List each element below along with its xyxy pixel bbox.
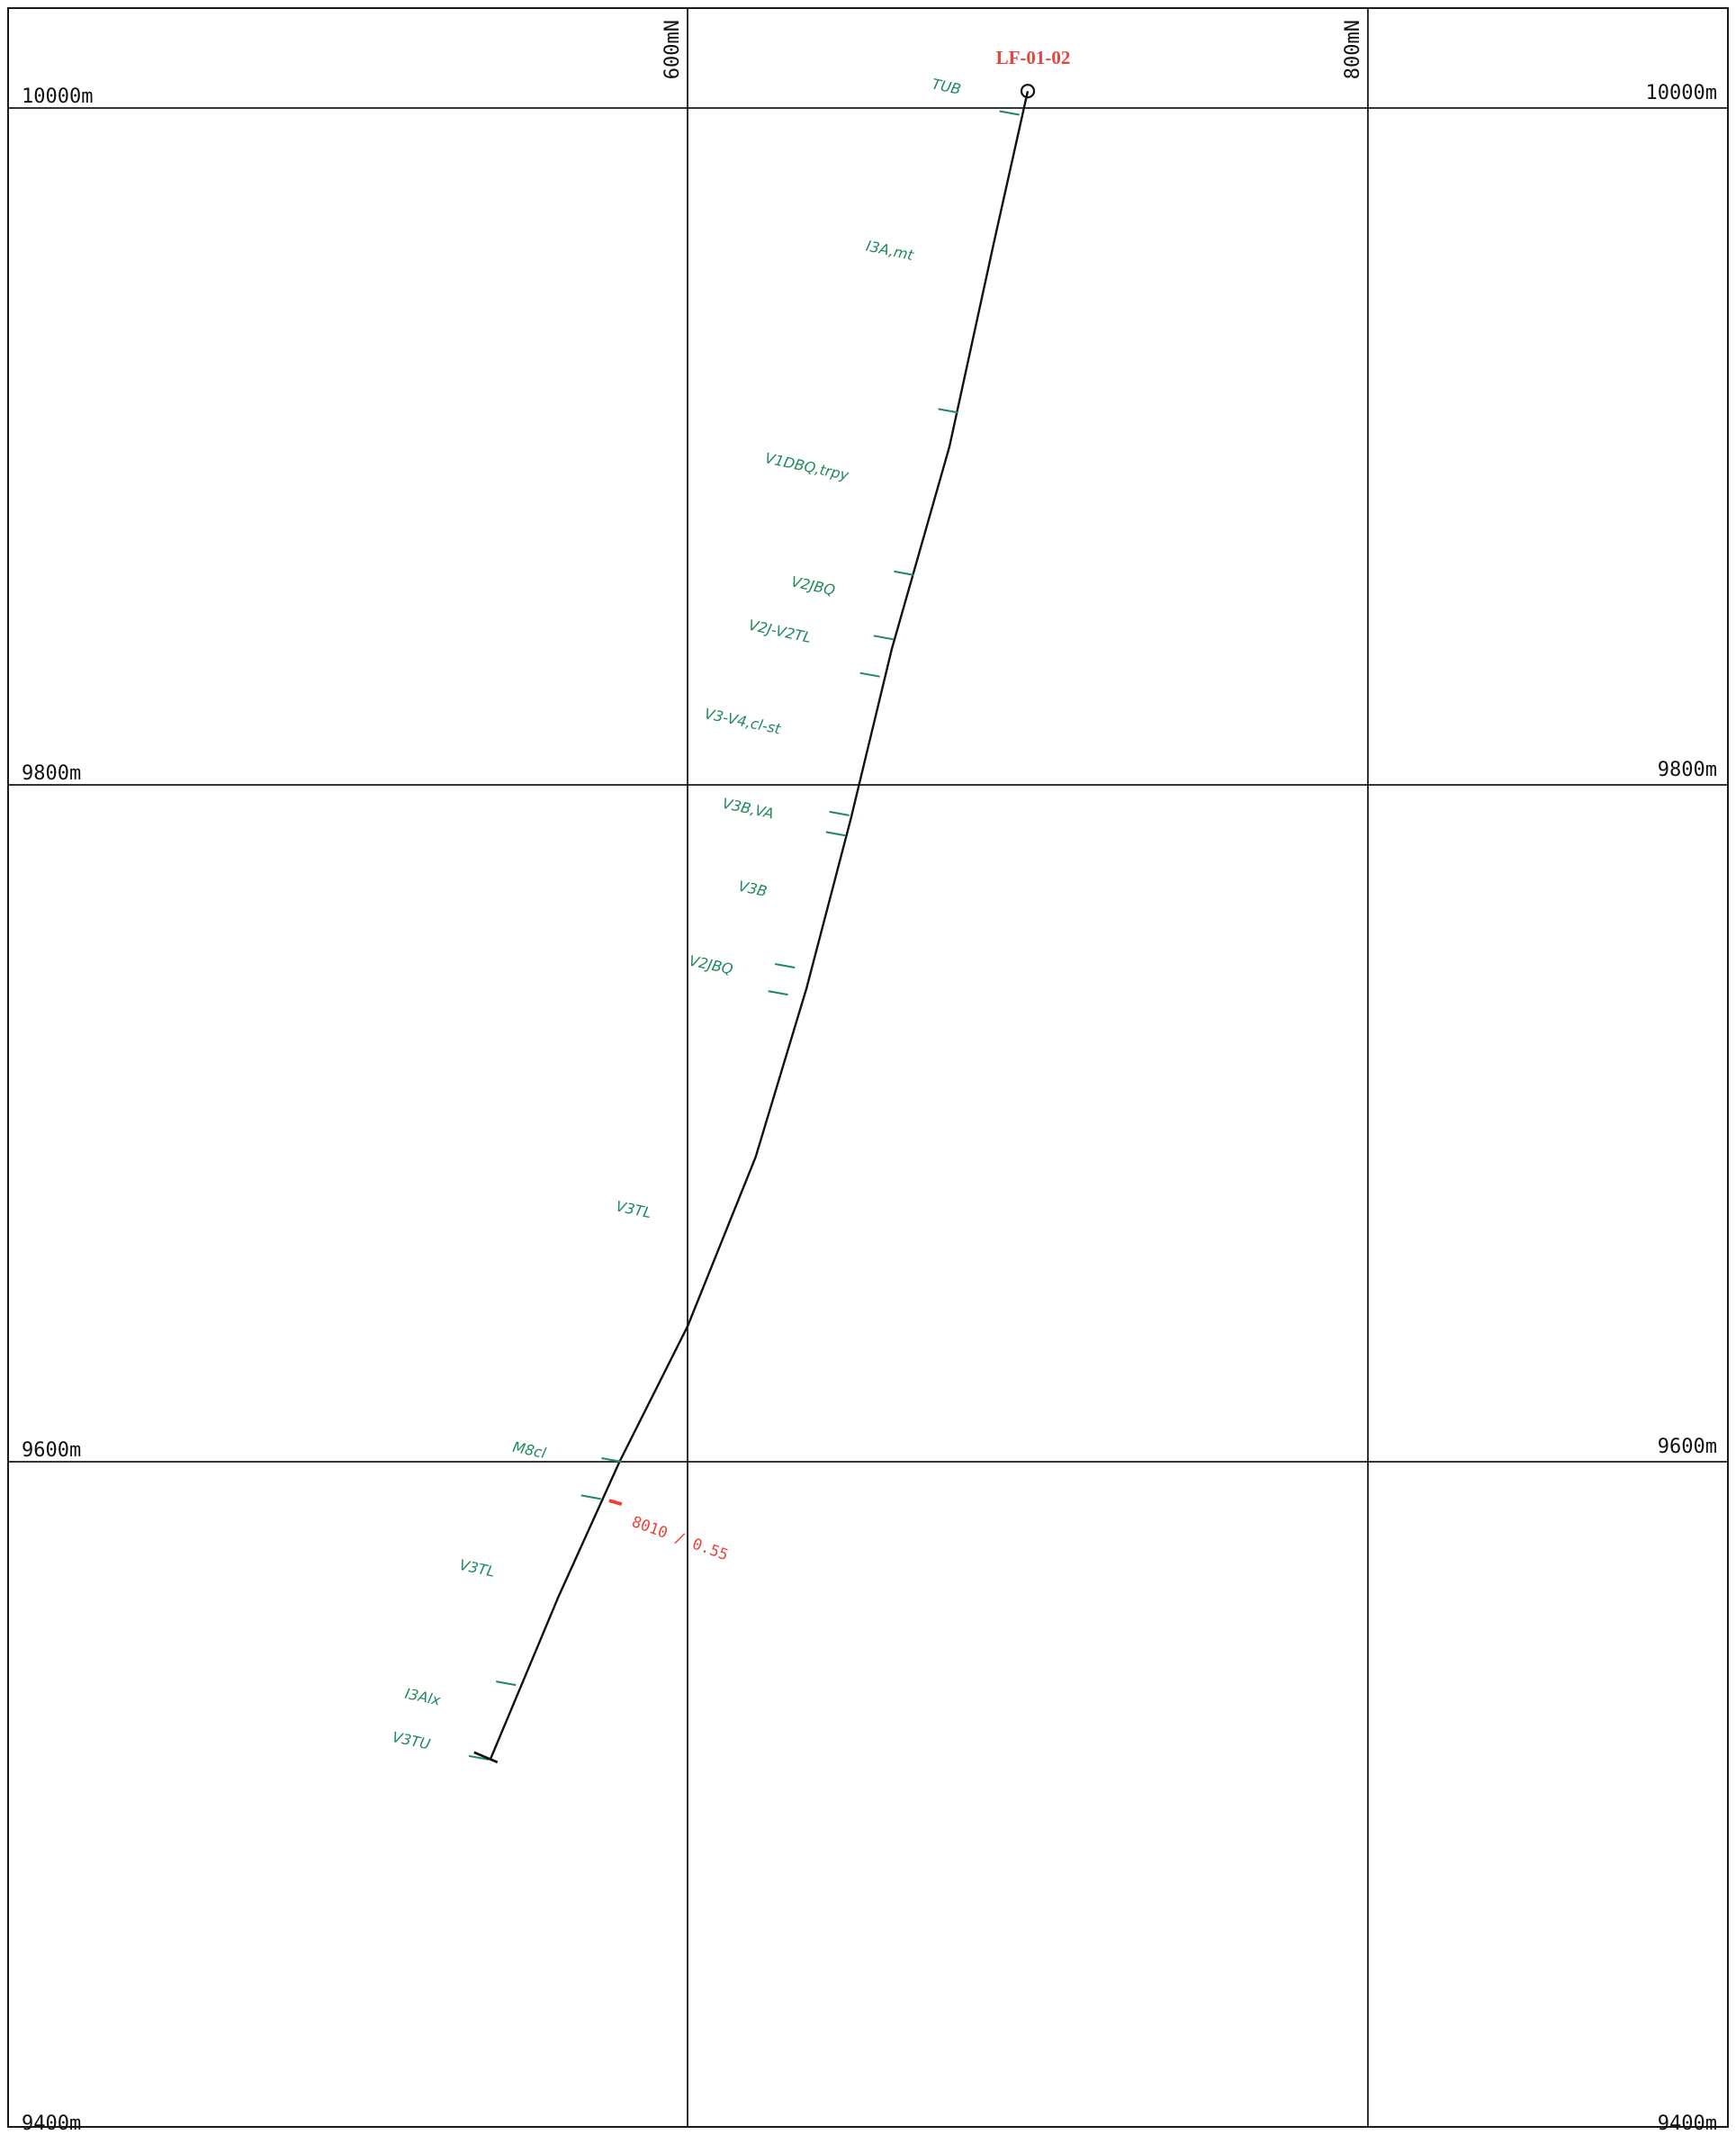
elevation-labels: 10000m 10000m 9800m 9800m 9600m 9600m 94… xyxy=(22,82,1717,2135)
assay-label: 8010 / 0.55 xyxy=(629,1513,731,1564)
lithology-label: V2J-V2TL xyxy=(747,617,813,646)
section-frame xyxy=(7,7,1729,2128)
lithology-label: I3Alx xyxy=(403,1685,442,1709)
contact-ticks xyxy=(468,110,1020,1761)
lithology-label: V3TU xyxy=(391,1728,432,1753)
contact-tick xyxy=(894,570,914,576)
elevation-label-left-9600: 9600m xyxy=(22,1439,81,1462)
lithology-label: V3B xyxy=(737,878,769,900)
contact-tick xyxy=(873,635,894,641)
contact-tick xyxy=(999,110,1020,116)
elevation-label-right-10000: 10000m xyxy=(1646,82,1717,104)
lithology-label: V3-V4,cl-st xyxy=(703,705,783,738)
contact-tick xyxy=(938,408,958,414)
assay-tick xyxy=(608,1499,623,1507)
elevation-label-right-9800: 9800m xyxy=(1658,759,1717,781)
drillhole: LF-01-02 TUB I3A,mt V1DBQ,trpy V2JBQ V2J-V2T… xyxy=(391,47,1071,1764)
lithology-label: V3TL xyxy=(458,1556,497,1581)
contact-tick xyxy=(580,1494,601,1500)
contact-tick xyxy=(468,1754,490,1761)
northing-labels: 600mN 800mN xyxy=(661,20,1364,79)
elevation-label-left-10000: 10000m xyxy=(22,86,93,108)
lithology-label: V3B,VA xyxy=(721,795,776,823)
lithology-label: V2JBQ xyxy=(789,572,836,599)
contact-tick xyxy=(859,671,880,678)
elevation-label-left-9400: 9400m xyxy=(22,2112,81,2135)
contact-tick xyxy=(601,1457,622,1463)
lithology-label: V1DBQ,trpy xyxy=(763,449,850,483)
lithology-label: TUB xyxy=(931,76,963,98)
lithology-label: M8cl xyxy=(511,1438,548,1462)
contact-tick xyxy=(825,831,847,837)
lithology-label: I3A,mt xyxy=(865,237,916,264)
elevation-label-left-9800: 9800m xyxy=(22,762,81,785)
lithology-label: V2JBQ xyxy=(688,952,734,978)
elevation-label-right-9400: 9400m xyxy=(1658,2112,1717,2135)
drillhole-name: LF-01-02 xyxy=(996,47,1071,68)
northing-label-800: 800mN xyxy=(1342,20,1364,79)
contact-tick xyxy=(775,963,796,969)
northing-label-600: 600mN xyxy=(661,20,684,79)
contact-tick xyxy=(496,1680,517,1687)
elevation-label-right-9600: 9600m xyxy=(1658,1436,1717,1458)
contact-tick xyxy=(768,990,788,996)
collar-marker xyxy=(1020,84,1036,99)
lithology-label: V3TL xyxy=(615,1197,653,1221)
contact-tick xyxy=(829,810,850,816)
hole-end-tick xyxy=(473,1751,499,1764)
grid-lines xyxy=(8,8,1728,2127)
drillhole-trace xyxy=(489,90,1030,1761)
lithology-labels: TUB I3A,mt V1DBQ,trpy V2JBQ V2J-V2TL V3-V4,cl… xyxy=(391,76,962,1753)
